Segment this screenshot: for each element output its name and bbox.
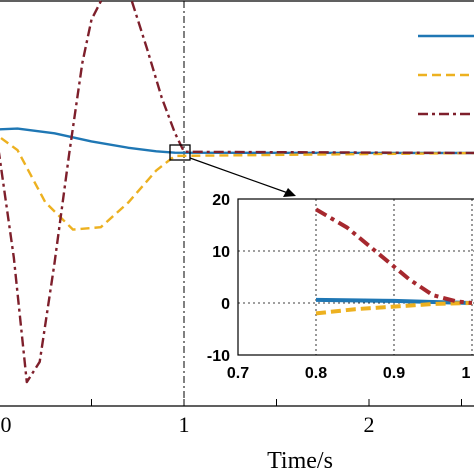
inset-series-line-1: [315, 297, 473, 305]
inset-series-line-2: [315, 301, 473, 316]
inset-series-line-3: [314, 207, 473, 305]
inset-y-tick-label: 0: [221, 296, 230, 313]
zoom-box: [169, 144, 191, 161]
main-series-line-3: [0, 0, 474, 384]
inset-x-tick-label: 1: [462, 365, 471, 382]
inset-x-tick-label: 0.7: [227, 365, 249, 382]
main-x-tick-label: 1: [179, 412, 190, 437]
inset-x-tick-label: 0.9: [383, 365, 405, 382]
inset-y-tick-label: 20: [212, 192, 230, 209]
main-series-line-2: [0, 135, 474, 231]
inset-x-tick-label: 0.8: [305, 365, 327, 382]
main-series-line-1: [0, 127, 474, 155]
zoom-arrow: [189, 157, 289, 194]
x-axis-label: Time/s: [267, 448, 333, 474]
inset-background: [237, 198, 474, 356]
main-x-tick-label: 0: [1, 412, 12, 437]
zoom-arrowhead: [283, 188, 296, 197]
inset-y-tick-label: -10: [207, 348, 230, 365]
main-x-tick-label: 2: [364, 412, 375, 437]
inset-y-tick-label: 10: [212, 244, 230, 261]
